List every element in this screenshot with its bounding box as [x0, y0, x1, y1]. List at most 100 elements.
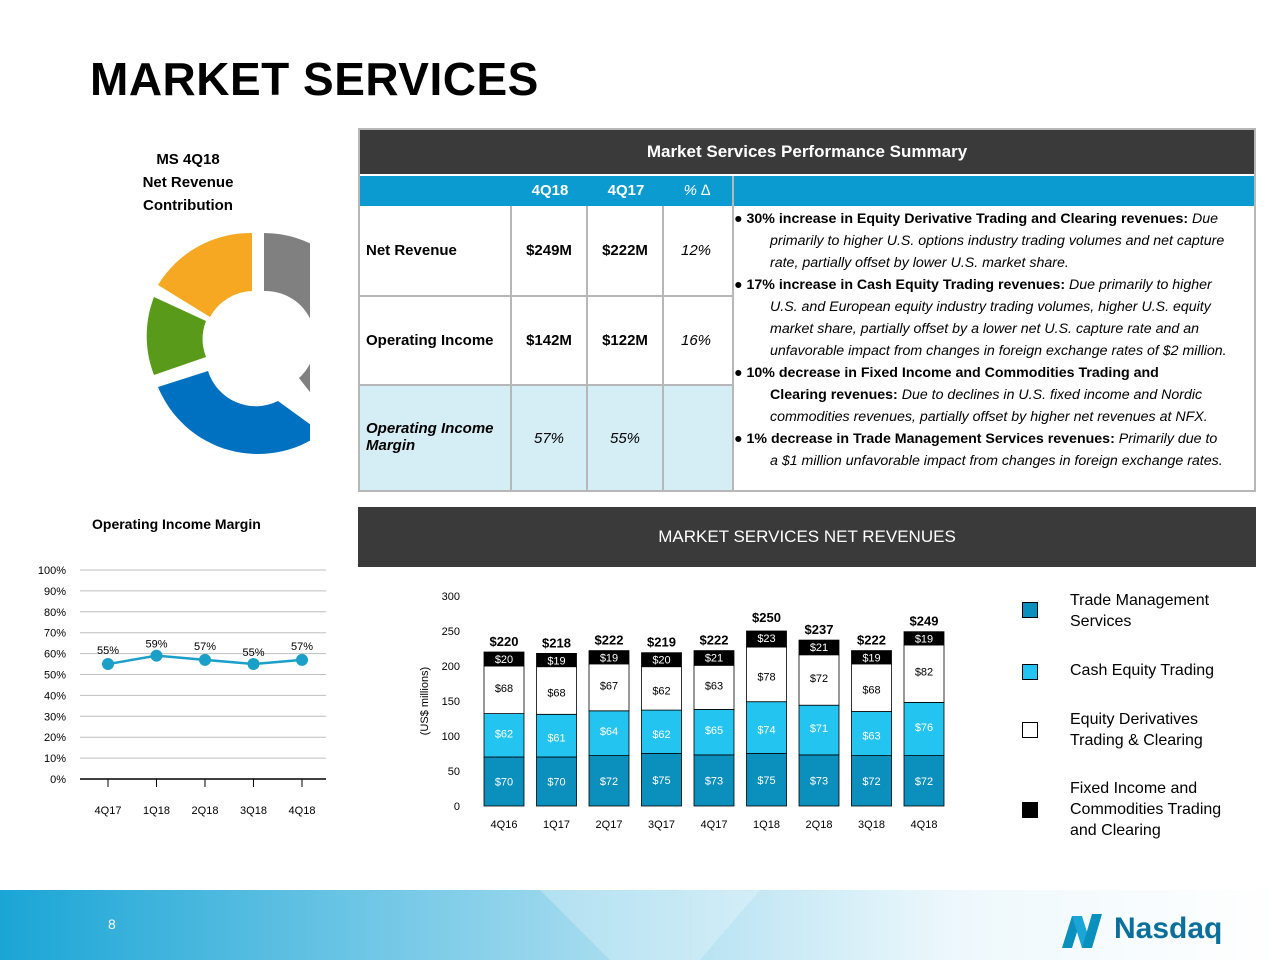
bullet-3-cont-bold: Clearing revenues: [770, 387, 898, 403]
row-label-line-1: Operating Income [366, 420, 494, 437]
cell-operating-income-pct: 16% [680, 332, 712, 349]
bullet-3-cont: Clearing revenues: Due to declines in U.… [734, 384, 1250, 406]
bar-segment [641, 709, 682, 754]
segment-label: $70 [495, 777, 513, 789]
segment-label: $73 [705, 775, 723, 787]
data-point [247, 658, 260, 671]
donut-slice-orange [158, 232, 252, 317]
bullet-2-cont: unfavorable impact from changes in forei… [770, 343, 1227, 359]
data-label: 55% [97, 645, 119, 657]
segment-label: $74 [757, 725, 775, 737]
y-tick-label: 100 [442, 731, 460, 743]
donut-slice-green [146, 297, 206, 375]
segment-label: $75 [757, 775, 775, 787]
legend-swatch-equity-derivatives [1022, 722, 1038, 738]
bullet-3: ● 10% decrease in Fixed Income and Commo… [734, 365, 1159, 381]
data-label: 57% [291, 641, 313, 653]
row-label-line-2: Margin [366, 437, 416, 454]
legend-line: and Clearing [1070, 822, 1161, 839]
segment-label: $68 [495, 683, 513, 695]
bar-segment [588, 663, 630, 712]
row-label-net-revenue: Net Revenue [366, 242, 457, 259]
bar-segment [798, 654, 840, 706]
bullet-1-cont: rate, partially offset by lower U.S. mar… [770, 255, 1069, 271]
segment-label: $68 [547, 688, 565, 700]
y-tick-label: 50% [44, 670, 66, 682]
x-tick-label: 2Q18 [806, 819, 833, 831]
bullet-4: ● 1% decrease in Trade Management Servic… [734, 431, 1218, 447]
bullet-4-text: Primarily due to [1114, 431, 1218, 447]
x-tick-label: 4Q18 [289, 805, 316, 817]
total-label: $237 [805, 622, 834, 637]
data-point [150, 649, 163, 662]
bullet-3-cont: commodities revenues, partially offset b… [770, 409, 1208, 425]
bar-segment [588, 755, 630, 807]
donut-slice-blue [158, 371, 310, 455]
cell-net-revenue-4q17: $222M [602, 242, 648, 259]
bullet-2-text: Due primarily to higher [1065, 277, 1212, 293]
nasdaq-n-icon [1062, 914, 1102, 948]
bar-segment [798, 639, 840, 656]
operating-margin-chart: 0% 10% 20% 30% 40% 50% 60% 70% 80% 90% 100% 4Q17 1Q1… [38, 565, 326, 817]
donut-title-line-2: Net Revenue [142, 174, 234, 191]
y-tick-label: 150 [442, 696, 460, 708]
segment-label: $67 [600, 680, 618, 692]
legend-line: Cash Equity Trading [1070, 662, 1215, 679]
page-title: MARKET SERVICES [90, 53, 539, 105]
y-tick-label: 70% [44, 628, 66, 640]
y-tick-label: 300 [442, 591, 460, 603]
bar-segment [903, 631, 945, 646]
segment-label: $78 [757, 671, 775, 683]
legend-label-cash-equity: Cash Equity Trading [1070, 660, 1214, 681]
y-tick-label: 250 [442, 626, 460, 638]
y-tick-label: 50 [448, 766, 460, 778]
segment-label: $82 [915, 667, 933, 679]
bar-segment [536, 666, 577, 715]
segment-label: $19 [600, 653, 618, 665]
x-tick-label: 1Q18 [753, 819, 780, 831]
footer-band [0, 890, 1280, 960]
bar-segment [903, 755, 945, 807]
cell-net-revenue-4q18: $249M [526, 242, 572, 259]
y-tick-label: 200 [442, 661, 460, 673]
total-label: $219 [647, 635, 676, 650]
x-tick-label: 2Q18 [192, 805, 219, 817]
bullet-2-bold: 17% increase in Cash Equity Trading reve… [746, 277, 1066, 293]
donut-title: MS 4Q18 Net Revenue Contribution [108, 148, 268, 217]
segment-label: $62 [652, 685, 670, 697]
legend-label-fixed-income: Fixed Income and Commodities Trading and… [1070, 778, 1221, 841]
segment-label: $72 [600, 776, 618, 788]
segment-label: $76 [915, 722, 933, 734]
x-tick-label: 4Q16 [491, 819, 518, 831]
divider [360, 384, 732, 386]
segment-label: $19 [547, 655, 565, 667]
y-tick-label: 0% [50, 774, 66, 786]
y-tick-label: 100% [38, 565, 66, 577]
cell-operating-income-4q17: $122M [602, 332, 648, 349]
segment-label: $21 [705, 653, 723, 665]
data-label: 55% [242, 647, 264, 659]
total-label: $218 [542, 635, 571, 650]
bar-segment [746, 753, 787, 807]
divider [662, 206, 664, 490]
total-label: $222 [857, 633, 886, 648]
data-point [296, 653, 308, 666]
bar-segment [851, 650, 892, 665]
bar-segment [903, 702, 945, 757]
cell-operating-income-4q18: $142M [526, 332, 572, 349]
segment-label: $20 [495, 654, 513, 666]
segment-label: $19 [915, 634, 933, 646]
bar-segment [588, 710, 630, 757]
y-tick-label: 40% [44, 690, 66, 702]
legend-line: Trade Management [1070, 592, 1210, 609]
bullet-1-text: Due [1188, 211, 1219, 227]
x-tick-label: 4Q17 [95, 805, 122, 817]
segment-label: $23 [757, 633, 775, 645]
header-4q18: 4Q18 [531, 182, 569, 199]
legend-label-trade-management: Trade Management Services [1070, 590, 1209, 632]
segment-label: $20 [652, 655, 670, 667]
legend-line: Trading & Clearing [1070, 732, 1203, 749]
x-tick-label: 2Q17 [596, 819, 623, 831]
bar-segment [483, 651, 525, 667]
legend-line: Services [1070, 613, 1132, 630]
